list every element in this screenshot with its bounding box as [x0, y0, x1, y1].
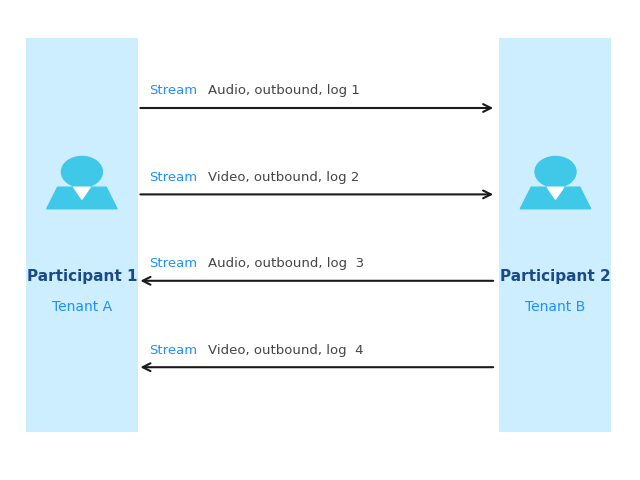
Text: Stream: Stream — [149, 344, 197, 357]
Text: Participant 2: Participant 2 — [500, 269, 611, 284]
Bar — [26, 38, 138, 432]
Text: Video, outbound, log  4: Video, outbound, log 4 — [208, 344, 364, 357]
Text: Participant 1: Participant 1 — [27, 269, 137, 284]
Bar — [499, 38, 611, 432]
Text: Video, outbound, log 2: Video, outbound, log 2 — [208, 171, 360, 184]
Circle shape — [535, 156, 576, 187]
Text: Tenant B: Tenant B — [525, 300, 586, 314]
Polygon shape — [47, 187, 117, 209]
Circle shape — [61, 156, 102, 187]
Polygon shape — [74, 187, 90, 199]
Polygon shape — [520, 187, 591, 209]
Text: Stream: Stream — [149, 171, 197, 184]
Text: Audio, outbound, log 1: Audio, outbound, log 1 — [208, 84, 360, 97]
Text: Tenant A: Tenant A — [52, 300, 112, 314]
Text: Stream: Stream — [149, 84, 197, 97]
Polygon shape — [547, 187, 564, 199]
Text: Stream: Stream — [149, 257, 197, 270]
Text: Audio, outbound, log  3: Audio, outbound, log 3 — [208, 257, 364, 270]
